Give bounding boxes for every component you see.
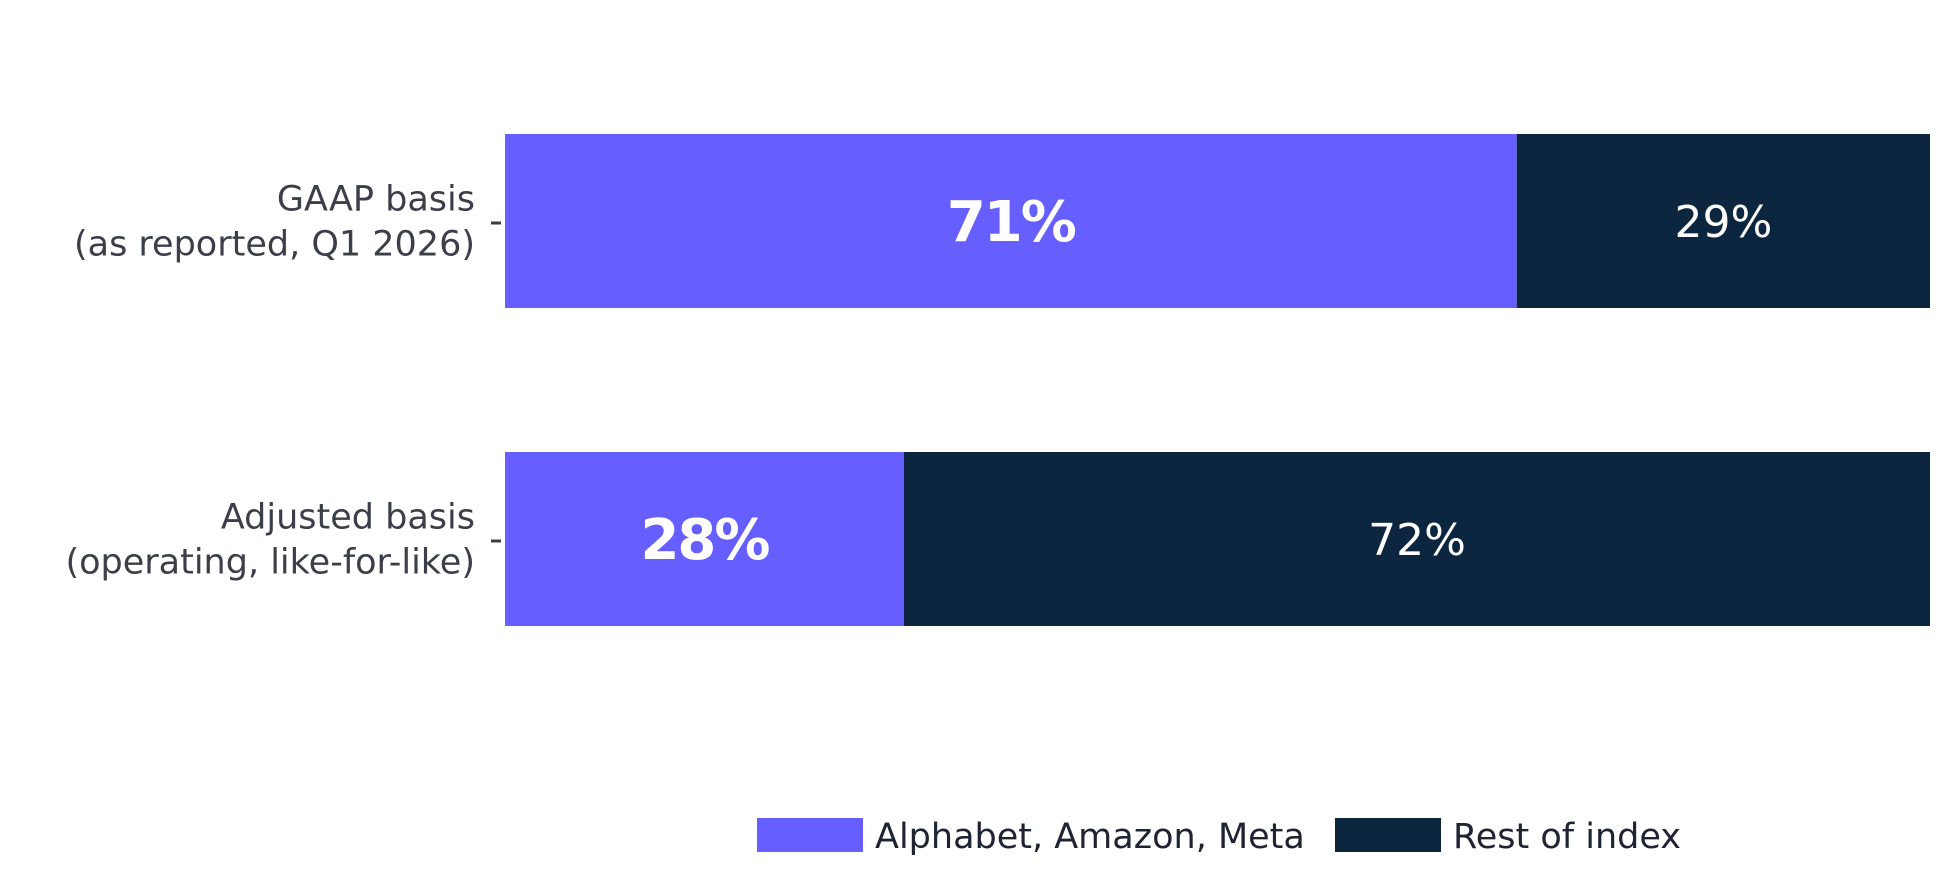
category-label: (as reported, Q1 2026) (74, 225, 475, 265)
legend-swatch (1335, 818, 1441, 852)
data-label: 28% (640, 508, 769, 573)
data-label: 72% (1368, 515, 1466, 566)
data-label: 29% (1674, 197, 1772, 248)
bar-group-0: GAAP basis (as reported, Q1 2026) 71% 29% (74, 134, 1930, 308)
bar-segment (904, 452, 1930, 626)
legend: Alphabet, Amazon, Meta Rest of index (757, 817, 1681, 857)
legend-item: Rest of index (1335, 817, 1681, 857)
bar-segment (505, 134, 1517, 308)
legend-label: Alphabet, Amazon, Meta (875, 817, 1305, 857)
category-label: Adjusted basis (221, 498, 475, 538)
plot-area: GAAP basis (as reported, Q1 2026) 71% 29% Ad… (65, 134, 1930, 626)
category-label: (operating, like-for-like) (65, 543, 475, 583)
legend-item: Alphabet, Amazon, Meta (757, 817, 1305, 857)
legend-swatch (757, 818, 863, 852)
category-label: GAAP basis (277, 180, 475, 220)
bar-segment (1516, 134, 1930, 308)
bar-group-1: Adjusted basis (operating, like-for-like)… (65, 452, 1930, 626)
data-label: 71% (947, 190, 1076, 255)
legend-label: Rest of index (1453, 817, 1681, 857)
bar-segment (505, 452, 904, 626)
